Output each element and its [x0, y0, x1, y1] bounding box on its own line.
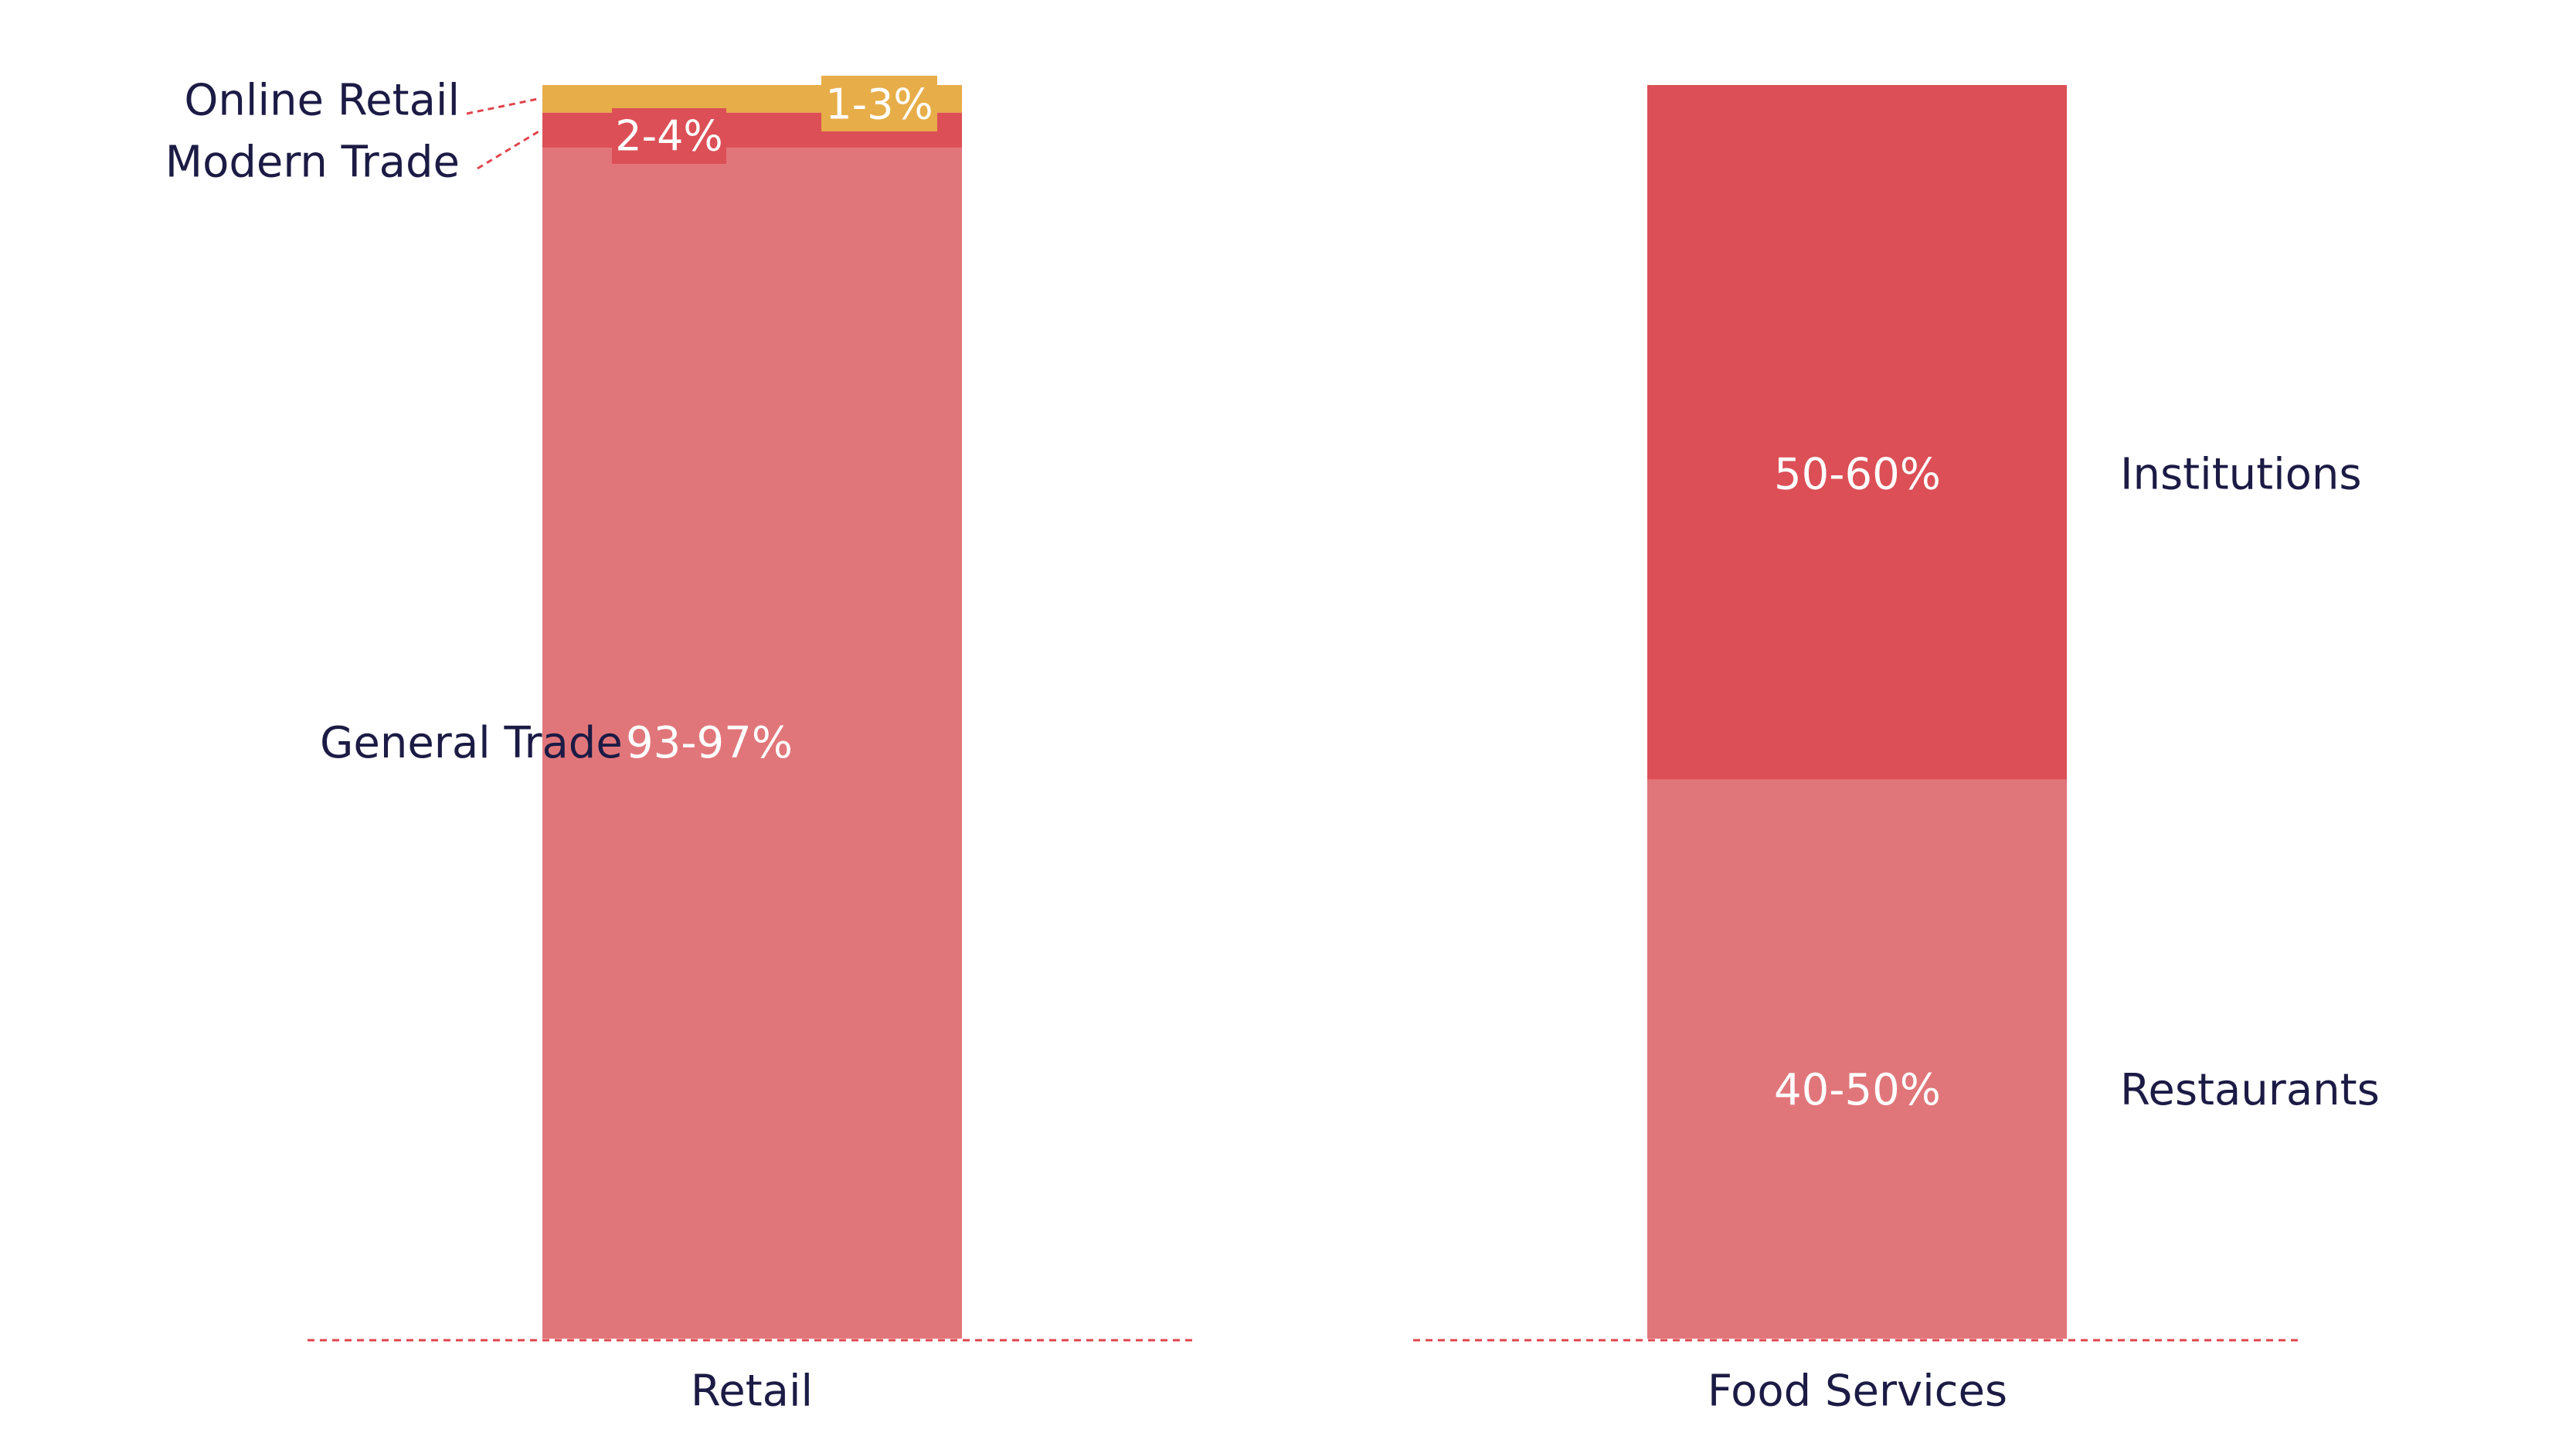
bar-segment-institutions	[1647, 85, 2067, 780]
leader-line-online-retail	[466, 97, 539, 115]
value-label-general-trade: 93-97%	[626, 718, 793, 768]
series-label-restaurants: Restaurants	[2120, 1065, 2380, 1115]
series-label-modern-trade: Modern Trade	[165, 138, 460, 188]
series-label-online-retail: Online Retail	[184, 76, 460, 126]
value-label-restaurants: 40-50%	[1774, 1065, 1941, 1115]
leader-line-modern-trade	[477, 129, 542, 170]
value-label-online-retail: 1-3%	[825, 80, 933, 129]
bar-segment-restaurants	[1647, 779, 2067, 1339]
series-label-institutions: Institutions	[2120, 450, 2362, 500]
category-label-retail: Retail	[691, 1366, 813, 1417]
value-label-institutions: 50-60%	[1774, 450, 1941, 500]
bar-segment-general-trade	[542, 148, 962, 1339]
value-tag-online-retail	[821, 76, 937, 131]
value-label-modern-trade: 2-4%	[615, 112, 723, 161]
category-label-food-services: Food Services	[1708, 1366, 2007, 1417]
series-label-general-trade: General Trade	[320, 718, 623, 768]
value-tag-modern-trade	[612, 108, 726, 164]
